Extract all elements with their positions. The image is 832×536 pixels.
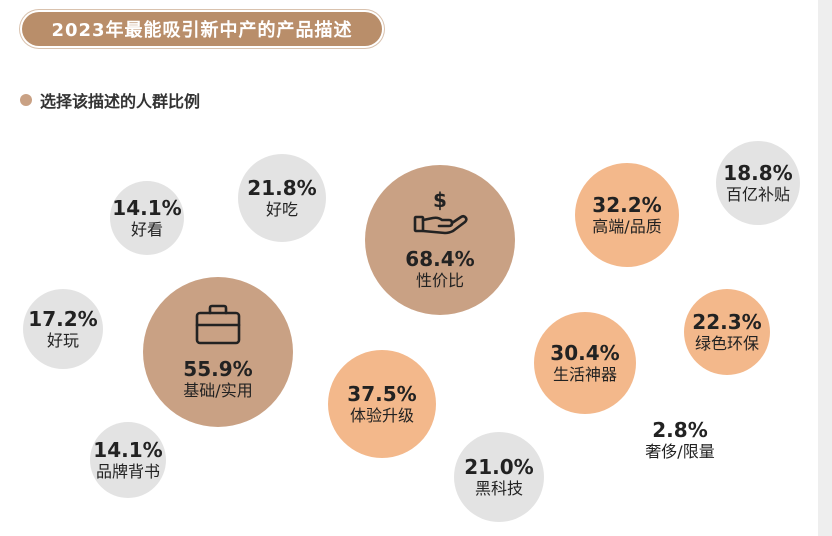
bubble-label: 好玩 [46,331,79,350]
bubble-value: 68.4% [405,247,475,271]
bubble-tiyan: 37.5% 体验升级 [328,350,436,458]
bubble-value: 21.8% [247,176,317,200]
legend: 选择该描述的人群比例 [20,88,200,112]
bubble-haowan: 17.2% 好玩 [23,289,103,369]
bubble-value: 37.5% [347,382,417,406]
bubble-label: 体验升级 [349,406,414,425]
bubble-haochi: 21.8% 好吃 [238,154,326,242]
bubble-value: 18.8% [723,161,793,185]
bubble-value: 14.1% [112,196,182,220]
bubble-label: 奢侈/限量 [645,442,715,461]
bubble-value: 30.4% [550,341,620,365]
bubble-value: 2.8% [652,418,708,442]
bubble-gaoduan: 32.2% 高端/品质 [575,163,679,267]
bubble-value: 32.2% [592,193,662,217]
bubble-label: 百亿补贴 [725,185,790,204]
bubble-pinpai: 14.1% 品牌背书 [90,422,166,498]
bubble-value: 14.1% [93,438,163,462]
bubble-label: 黑科技 [474,479,523,498]
bubble-label: 基础/实用 [183,381,253,400]
bubble-value: 21.0% [464,455,534,479]
bubble-value: 22.3% [692,310,762,334]
money-hand-icon: $ [411,188,469,241]
bubble-jichu: 55.9% 基础/实用 [143,277,293,427]
bubble-shenghuo: 30.4% 生活神器 [534,312,636,414]
bubble-baiyi: 18.8% 百亿补贴 [716,141,800,225]
legend-dot [20,94,32,106]
bubble-shechi: 2.8% 奢侈/限量 [640,400,720,480]
legend-label: 选择该描述的人群比例 [40,92,201,111]
page-edge-strip [818,0,832,536]
bubble-xingjiabi: $68.4% 性价比 [365,165,515,315]
svg-text:$: $ [433,189,447,212]
bubble-label: 绿色环保 [694,334,759,353]
bubble-heikeji: 21.0% 黑科技 [454,432,544,522]
bubble-label: 品牌背书 [95,462,160,481]
bubble-label: 高端/品质 [592,217,662,236]
bubble-haokan: 14.1% 好看 [110,181,184,255]
bubble-lvse: 22.3% 绿色环保 [684,289,770,375]
briefcase-icon [193,303,243,351]
bubble-label: 好吃 [265,200,298,219]
bubble-label: 生活神器 [552,365,617,384]
bubble-label: 好看 [130,220,163,239]
bubble-value: 55.9% [183,357,253,381]
bubble-label: 性价比 [415,271,464,290]
bubble-value: 17.2% [28,307,98,331]
chart-title: 2023年最能吸引新中产的产品描述 [22,12,382,46]
